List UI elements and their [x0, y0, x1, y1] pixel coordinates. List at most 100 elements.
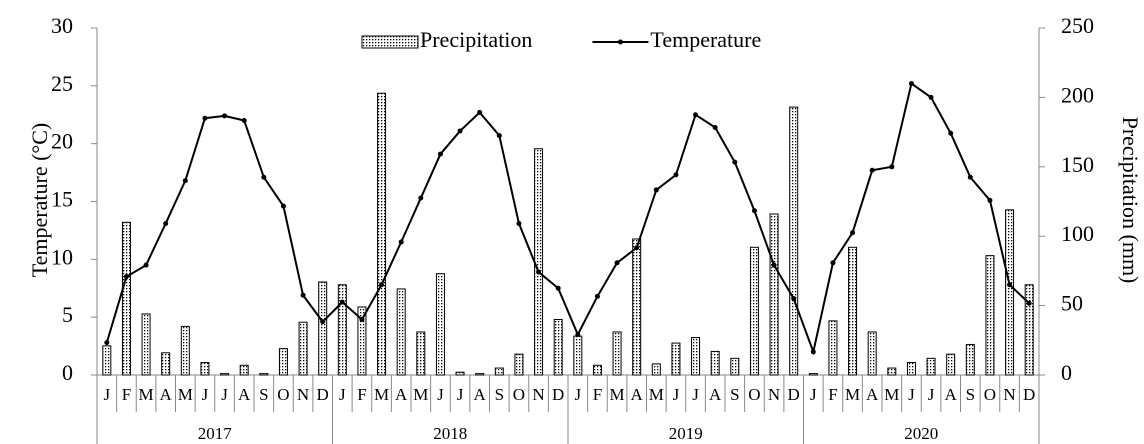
x-tick-label: J [104, 385, 111, 404]
bar [691, 337, 701, 376]
line-marker [791, 296, 797, 302]
bar [514, 353, 524, 376]
group-label: 2017 [198, 424, 233, 443]
line-marker [516, 220, 522, 226]
bar [534, 148, 544, 376]
line-marker [908, 81, 914, 87]
group-label: 2020 [904, 424, 938, 443]
bar [1024, 284, 1034, 376]
bar [808, 373, 818, 376]
x-tick-label: F [828, 385, 837, 404]
line-marker [123, 274, 129, 280]
x-tick-label: J [457, 385, 464, 404]
x-tick-label: D [552, 385, 564, 404]
y-tick-label: 25 [51, 71, 73, 96]
line-marker [751, 208, 757, 214]
legend-label: Precipitation [420, 27, 532, 52]
x-tick-label: M [413, 385, 428, 404]
x-tick-label: N [1003, 385, 1015, 404]
line-marker [457, 128, 463, 134]
bar [985, 255, 995, 376]
line-marker [869, 167, 875, 173]
line-marker [555, 285, 561, 291]
line-marker [653, 187, 659, 193]
bar [435, 273, 445, 376]
bar [475, 373, 485, 376]
x-tick-label: N [297, 385, 309, 404]
y-tick-label: 30 [51, 13, 73, 38]
x-tick-label: N [768, 385, 780, 404]
bar [573, 335, 583, 376]
bar [671, 342, 681, 376]
x-tick-label: J [221, 385, 228, 404]
x-tick-label: A [474, 385, 487, 404]
bar [377, 92, 387, 376]
x-tick-label: O [513, 385, 525, 404]
line-marker [202, 115, 208, 121]
x-tick-label: M [649, 385, 664, 404]
group-label: 2019 [669, 424, 703, 443]
bar [455, 371, 465, 376]
line-marker [1007, 282, 1013, 288]
bar [180, 325, 190, 376]
y2-axis-label: Precipitation (mm) [1118, 117, 1143, 284]
line-marker [339, 299, 345, 305]
x-tick-label: A [631, 385, 644, 404]
y-tick-label: 5 [62, 302, 73, 327]
x-tick-label: M [374, 385, 389, 404]
line-marker [614, 260, 620, 266]
line-marker [673, 172, 679, 178]
bar [867, 331, 877, 376]
x-tick-label: F [122, 385, 131, 404]
bar [887, 367, 897, 376]
bar [259, 373, 269, 376]
line-marker [320, 319, 326, 325]
line-marker [163, 220, 169, 226]
line-marker [241, 118, 247, 124]
y2-tick-label: 200 [1061, 82, 1094, 107]
x-tick-label: M [884, 385, 899, 404]
line-marker [967, 174, 973, 180]
line-marker [1026, 300, 1032, 306]
line-marker [536, 269, 542, 275]
x-tick-label: M [178, 385, 193, 404]
x-tick-label: O [277, 385, 289, 404]
y2-tick-label: 250 [1061, 13, 1094, 38]
x-tick-label: D [317, 385, 329, 404]
line-marker [261, 174, 267, 180]
y-tick-label: 15 [51, 187, 73, 212]
line-marker [477, 109, 483, 115]
bar [965, 343, 975, 376]
line-marker [437, 151, 443, 157]
bar [494, 367, 504, 376]
bar [769, 213, 779, 376]
x-tick-label: A [945, 385, 958, 404]
x-tick-label: A [395, 385, 408, 404]
y2-tick-label: 0 [1061, 360, 1072, 385]
bar [710, 350, 720, 376]
bar [612, 331, 622, 376]
line-marker [496, 133, 502, 139]
y-tick-label: 20 [51, 129, 73, 154]
line-marker [222, 113, 228, 119]
line-marker [810, 349, 816, 355]
legend-label: Temperature [650, 27, 761, 52]
bar [239, 364, 249, 376]
bar [553, 318, 563, 376]
x-tick-label: A [238, 385, 251, 404]
x-tick-label: S [966, 385, 975, 404]
line-marker [712, 124, 718, 130]
bar [632, 238, 642, 376]
x-tick-label: D [1023, 385, 1035, 404]
x-tick-label: D [788, 385, 800, 404]
x-tick-label: J [692, 385, 699, 404]
y-axis-label: Temperature (°C) [27, 123, 52, 277]
line-marker [280, 203, 286, 209]
x-tick-label: O [748, 385, 760, 404]
bar [121, 221, 131, 376]
line-marker [359, 316, 365, 322]
x-tick-label: A [160, 385, 173, 404]
bar [298, 321, 308, 376]
y2-tick-label: 150 [1061, 152, 1094, 177]
